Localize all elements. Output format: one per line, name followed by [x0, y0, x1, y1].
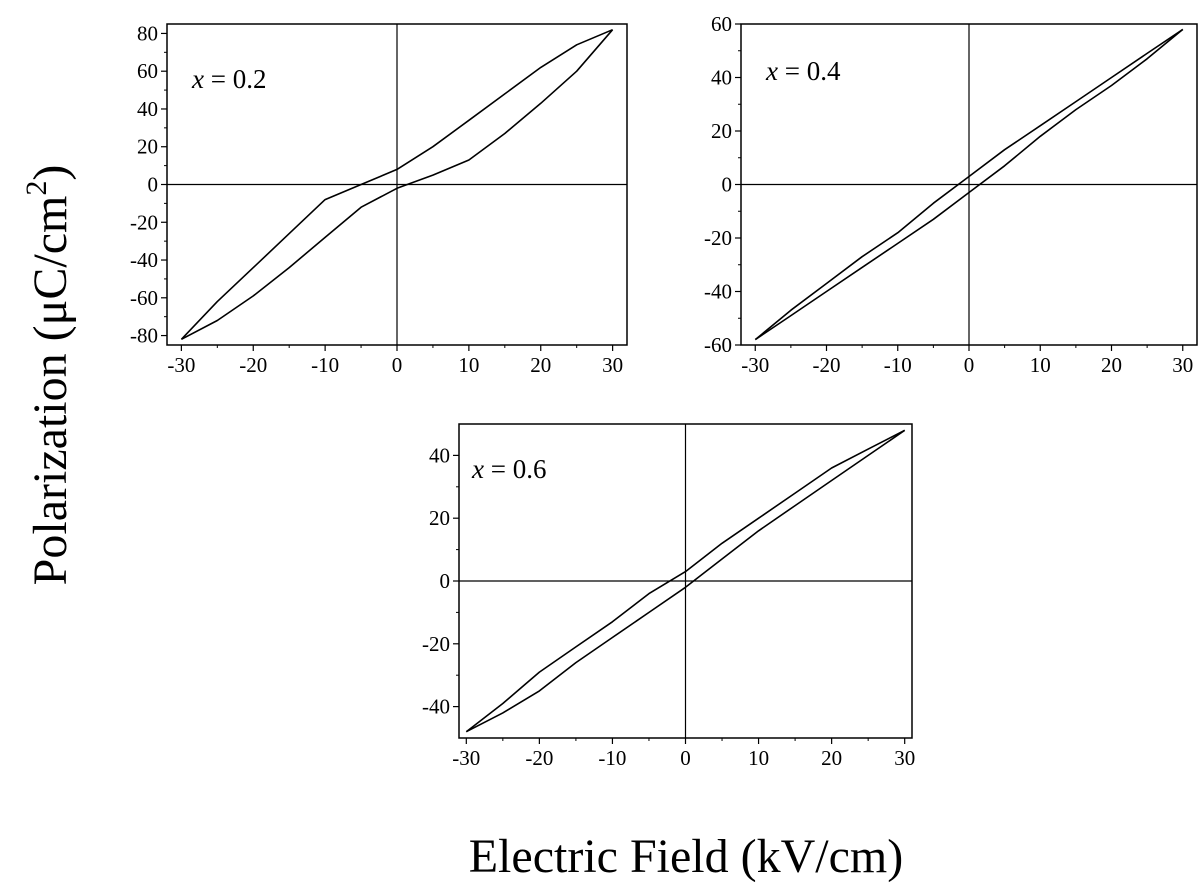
panel-0-ytick-label: -60 [130, 286, 158, 310]
panel-0-ytick-label: 0 [148, 173, 159, 197]
panel-x-0.6: -30 -20 -10 0 10 20 30 -40 -20 0 20 40 x = 0.6 [422, 423, 915, 770]
panel-1-xtick-label: 10 [1030, 353, 1051, 377]
panel-2-ytick-label: -20 [422, 632, 450, 656]
panel-1-xtick-label: -20 [813, 353, 841, 377]
y-axis-label-superscript: 2 [20, 181, 53, 196]
y-axis-label: Polarization (μC/cm2) [20, 165, 77, 586]
panel-1-ytick-label: -40 [704, 280, 732, 304]
panel-2-loop-branch-1 [465, 429, 906, 733]
panel-0-annotation: x = 0.2 [191, 64, 266, 94]
panel-1-xtick-label: 0 [964, 353, 975, 377]
panel-0-ytick-label: 80 [137, 21, 158, 45]
panel-0-loop-branch-2 [181, 29, 614, 341]
panel-2-loop-branch-2 [465, 429, 906, 733]
y-axis-label-close: ) [24, 165, 77, 181]
panel-1-annotation-value: = 0.4 [778, 56, 841, 86]
panel-1-ytick-label: -20 [704, 226, 732, 250]
panel-1-xtick-label: -10 [884, 353, 912, 377]
panel-2-annotation-var: x [471, 454, 484, 484]
panel-2-xtick-label: 30 [894, 746, 915, 770]
panel-0-ytick-label: 20 [137, 135, 158, 159]
panel-0-ytick-label: 60 [137, 59, 158, 83]
panel-0-annotation-var: x [191, 64, 204, 94]
panel-2-xtick-label: -20 [525, 746, 553, 770]
panel-1-xtick-label: 30 [1172, 353, 1193, 377]
panel-1-ytick-label: 40 [711, 66, 732, 90]
panel-2-xtick-label: -30 [452, 746, 480, 770]
panel-2-xtick-label: 0 [680, 746, 691, 770]
panel-0-xtick-label: -20 [239, 353, 267, 377]
panel-1-xtick-label: -30 [741, 353, 769, 377]
panel-0-ytick-label: -80 [130, 324, 158, 348]
panel-2-xtick-label: -10 [598, 746, 626, 770]
panel-0-xtick-label: 10 [458, 353, 479, 377]
panel-x-0.4: -30 -20 -10 0 10 20 30 -60 -40 -20 0 20 40 60 x = 0.4 [704, 12, 1198, 377]
panel-1-ytick-label: 20 [711, 119, 732, 143]
panel-0-loop-branch-1 [180, 28, 613, 340]
panel-0-xtick-label: -10 [311, 353, 339, 377]
panel-0-ytick-label: -40 [130, 248, 158, 272]
panel-0-xtick-label: 20 [530, 353, 551, 377]
panel-1-ytick-label: 0 [722, 173, 733, 197]
panel-0-ytick-label: 40 [137, 97, 158, 121]
panel-2-xtick-label: 10 [748, 746, 769, 770]
panel-2-annotation: x = 0.6 [471, 454, 546, 484]
y-axis-label-text: Polarization (μC/cm [24, 196, 77, 586]
x-axis-label: Electric Field (kV/cm) [469, 830, 904, 883]
panel-2-ytick-label: 0 [440, 569, 451, 593]
panel-1-ytick-label: -60 [704, 333, 732, 357]
panel-0-xtick-label: 0 [392, 353, 403, 377]
panel-1-loop-branch-1 [754, 28, 1184, 341]
panel-0-xtick-label: -30 [167, 353, 195, 377]
panel-2-ytick-label: 40 [429, 443, 450, 467]
panel-1-annotation-var: x [765, 56, 778, 86]
panel-x-0.2: -30 -20 -10 0 10 20 30 -80 -60 -40 -20 0 20 40 60 80 x =… [130, 21, 628, 377]
panel-0-xtick-label: 30 [602, 353, 623, 377]
panel-1-ytick-label: 60 [711, 12, 732, 36]
panel-1-loop-branch-2 [754, 28, 1184, 341]
panel-0-annotation-value: = 0.2 [204, 64, 266, 94]
panel-2-annotation-value: = 0.6 [484, 454, 546, 484]
panel-1-xtick-label: 20 [1101, 353, 1122, 377]
panel-1-annotation: x = 0.4 [765, 56, 841, 86]
panel-2-ytick-label: -40 [422, 695, 450, 719]
panel-2-ytick-label: 20 [429, 506, 450, 530]
panel-0-ytick-label: -20 [130, 210, 158, 234]
panel-2-xtick-label: 20 [821, 746, 842, 770]
